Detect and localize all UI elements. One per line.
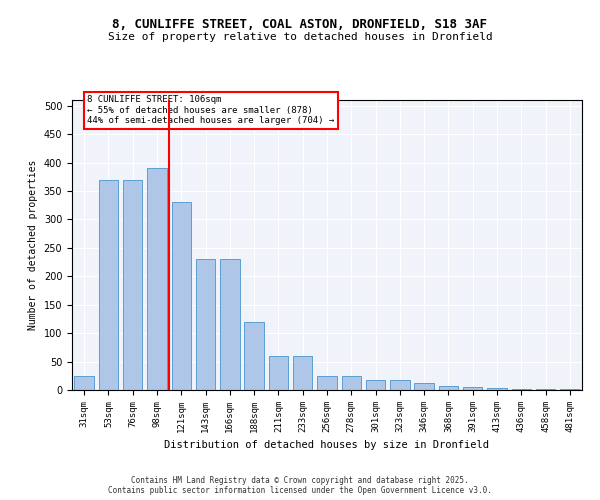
Bar [293,356,313,390]
Bar [366,380,385,390]
Bar [220,259,239,390]
Bar [99,180,118,390]
Text: Contains HM Land Registry data © Crown copyright and database right 2025.
Contai: Contains HM Land Registry data © Crown c… [108,476,492,495]
Bar [123,180,142,390]
Text: 8, CUNLIFFE STREET, COAL ASTON, DRONFIELD, S18 3AF: 8, CUNLIFFE STREET, COAL ASTON, DRONFIEL… [113,18,487,30]
Bar [463,387,482,390]
Bar [244,322,264,390]
Y-axis label: Number of detached properties: Number of detached properties [28,160,38,330]
Text: Size of property relative to detached houses in Dronfield: Size of property relative to detached ho… [107,32,493,42]
Bar [487,388,507,390]
Bar [317,376,337,390]
Bar [74,376,94,390]
Bar [341,376,361,390]
Bar [512,389,531,390]
Bar [415,382,434,390]
Bar [390,380,410,390]
Bar [439,386,458,390]
Bar [147,168,167,390]
Bar [172,202,191,390]
Text: 8 CUNLIFFE STREET: 106sqm
← 55% of detached houses are smaller (878)
44% of semi: 8 CUNLIFFE STREET: 106sqm ← 55% of detac… [88,96,335,125]
X-axis label: Distribution of detached houses by size in Dronfield: Distribution of detached houses by size … [164,440,490,450]
Bar [196,259,215,390]
Bar [269,356,288,390]
